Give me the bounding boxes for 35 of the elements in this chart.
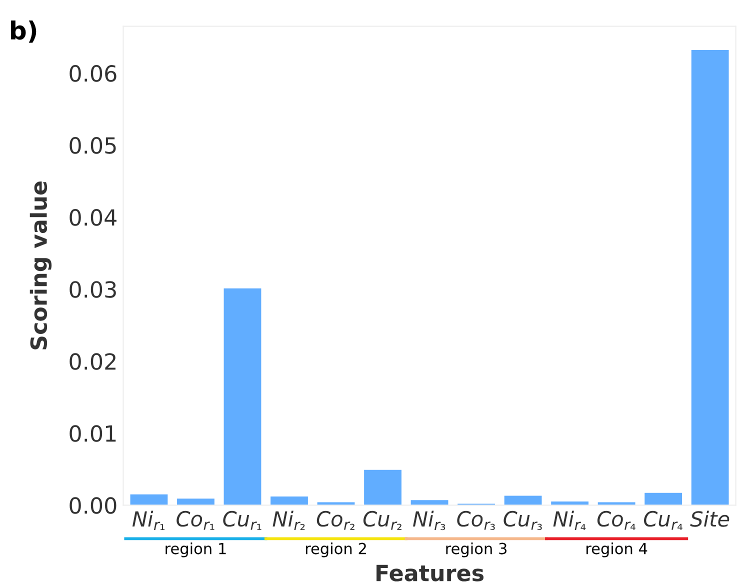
y-tick-label: 0.01 [70,425,116,442]
x-axis-title: Features [376,564,484,582]
y-tick-label: 0.05 [70,137,116,154]
x-tick-label: Co$_{r₄}$ [597,510,636,530]
x-tick-label: Cu$_{r₂}$ [363,510,402,530]
x-tick-label: Ni$_{r₁}$ [132,510,165,530]
bar [644,492,682,506]
y-axis-title: Scoring value [30,182,52,350]
x-tick-label: Co$_{r₁}$ [176,510,214,530]
text: region 4 [586,542,648,558]
y-tick-label: 0.02 [70,353,116,370]
text: region 1 [166,542,226,558]
x-tick-label: Co$_{r₃}$ [457,510,495,530]
y-tick-label: 0.00 [70,497,116,514]
y-tick-label: 0.03 [70,281,116,298]
chart-title: b) [11,20,36,43]
y-tick-label: 0.06 [70,65,116,82]
text: region 2 [306,542,366,558]
x-tick-label: Ni$_{r₂}$ [272,510,305,530]
bar [364,470,402,506]
bar [130,494,168,506]
bar [504,496,542,506]
bar [177,498,214,506]
text: region 3 [446,542,506,558]
bar [691,50,729,506]
x-tick-label: Co$_{r₂}$ [316,510,354,530]
x-tick-label: Site [690,510,730,527]
x-tick-label: Ni$_{r₃}$ [413,510,446,530]
y-tick-label: 0.04 [70,209,116,226]
x-tick-label: Cu$_{r₄}$ [644,510,682,530]
bar [224,288,262,506]
x-tick-label: Ni$_{r₄}$ [553,510,586,530]
bar [270,496,308,506]
x-tick-label: Cu$_{r₁}$ [223,510,262,530]
x-tick-label: Cu$_{r₃}$ [504,510,542,530]
